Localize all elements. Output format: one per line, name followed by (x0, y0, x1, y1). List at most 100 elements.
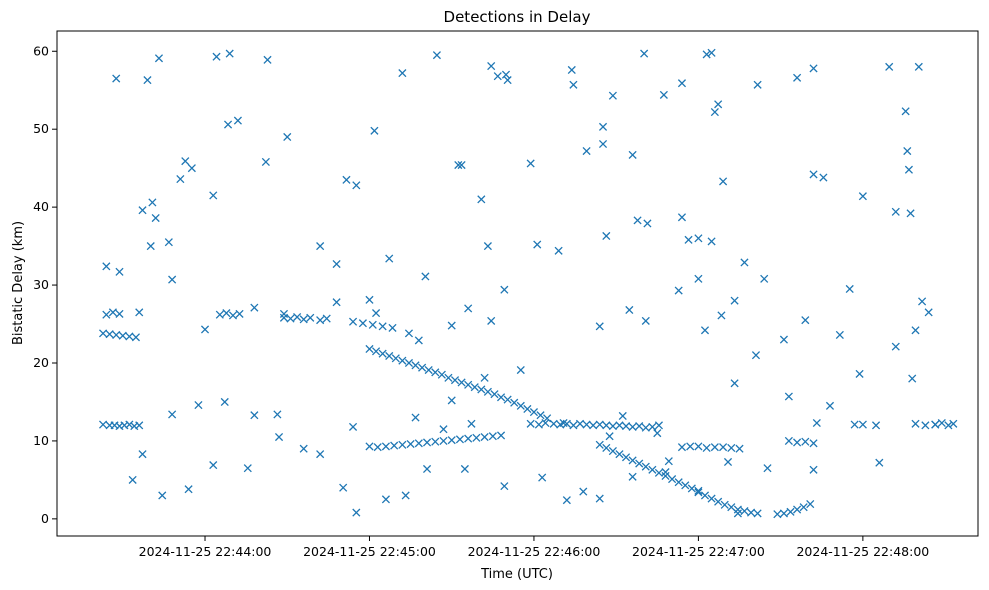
data-point (385, 351, 394, 361)
data-point (411, 413, 420, 422)
data-point (733, 509, 742, 518)
data-point (694, 234, 703, 243)
data-point (487, 62, 496, 71)
data-point (562, 496, 571, 505)
data-point (454, 160, 463, 170)
data-point (875, 458, 884, 467)
data-point (125, 420, 134, 429)
data-point (710, 443, 719, 452)
data-point (608, 422, 617, 431)
data-point (773, 510, 782, 519)
data-point (903, 146, 912, 156)
data-point (809, 170, 818, 179)
data-point (439, 436, 448, 445)
data-point (677, 79, 687, 88)
data-point (503, 395, 512, 404)
plot-frame (56, 30, 979, 537)
data-point (809, 439, 818, 448)
data-point (279, 309, 289, 318)
data-point (477, 195, 486, 204)
data-point (414, 439, 423, 448)
data-point (740, 258, 749, 267)
data-point (659, 90, 668, 99)
data-point (401, 491, 410, 500)
data-point (720, 500, 729, 509)
data-point (168, 275, 177, 284)
data-point (293, 312, 302, 322)
data-point (332, 298, 341, 307)
data-point (332, 259, 341, 269)
data-point (151, 213, 160, 223)
y-tick-label: 60 (33, 43, 49, 58)
data-point (194, 401, 203, 410)
data-point (628, 456, 637, 465)
data-point (432, 51, 441, 60)
data-point (457, 160, 466, 170)
data-point (187, 164, 196, 173)
data-point (809, 465, 818, 474)
data-point (398, 356, 407, 365)
data-point (559, 418, 568, 428)
data-point (608, 446, 617, 456)
data-point (261, 157, 270, 166)
data-point (414, 336, 423, 345)
data-point (641, 423, 650, 432)
data-point (801, 437, 810, 446)
data-point (640, 49, 649, 58)
data-point (390, 441, 399, 450)
data-point (707, 237, 716, 246)
data-point (575, 419, 585, 428)
data-point (598, 122, 608, 131)
data-point (799, 503, 808, 512)
data-point (908, 374, 917, 383)
data-point (373, 443, 382, 452)
data-point (648, 465, 657, 474)
data-point (450, 376, 460, 385)
data-point (283, 132, 292, 142)
data-point (723, 457, 733, 467)
data-point (918, 297, 927, 306)
data-point (595, 420, 604, 429)
data-point (529, 408, 539, 417)
data-point (316, 450, 325, 459)
data-point (500, 285, 509, 294)
data-point (168, 410, 177, 419)
data-point (299, 444, 308, 453)
data-point (825, 401, 835, 410)
data-point (235, 309, 244, 318)
data-point (480, 373, 489, 382)
data-point (845, 284, 854, 294)
data-point (668, 475, 677, 484)
data-point (398, 440, 407, 449)
data-point (365, 442, 374, 451)
data-point (937, 418, 946, 428)
data-point (105, 330, 114, 339)
data-point (702, 50, 711, 59)
data-point (372, 347, 381, 356)
x-axis-label: Time (UTC) (480, 567, 553, 582)
data-point (526, 419, 535, 428)
data-point (760, 274, 769, 283)
data-point (388, 323, 397, 332)
data-point (322, 314, 331, 323)
data-point (664, 457, 673, 466)
data-point (368, 320, 377, 329)
data-point (200, 325, 210, 334)
data-point (793, 505, 802, 514)
data-point (365, 295, 374, 304)
data-point (316, 316, 325, 325)
data-point (541, 418, 550, 428)
data-point (209, 461, 218, 470)
data-point (108, 308, 117, 317)
data-point (835, 330, 844, 339)
data-point (621, 453, 631, 462)
data-point (348, 317, 358, 326)
data-point (483, 242, 492, 251)
data-point (786, 507, 795, 516)
data-point (944, 421, 953, 430)
data-point (911, 326, 920, 335)
data-point (352, 508, 361, 517)
data-point (714, 100, 723, 109)
data-point (176, 175, 185, 184)
data-point (102, 310, 111, 319)
